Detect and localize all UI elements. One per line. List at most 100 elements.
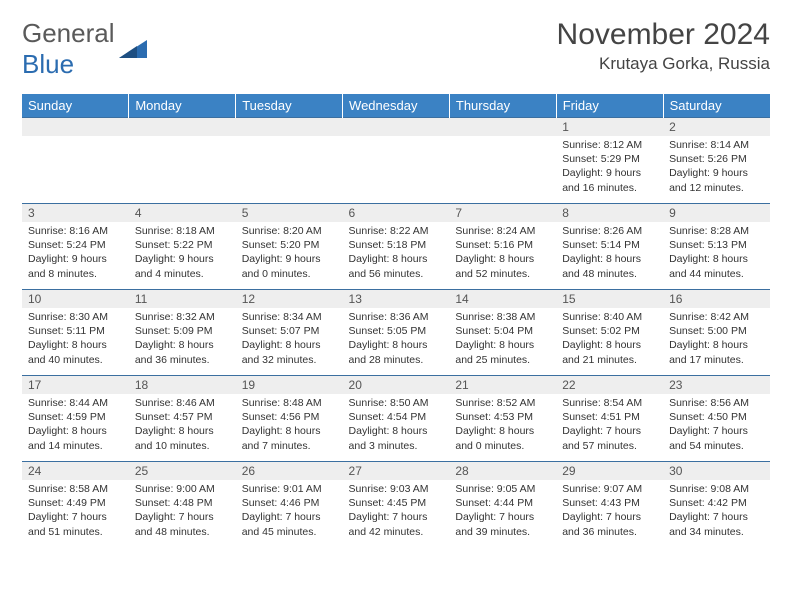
- day-number: [129, 118, 236, 136]
- sunrise-line: Sunrise: 8:56 AM: [669, 396, 764, 410]
- calendar-cell: 17Sunrise: 8:44 AMSunset: 4:59 PMDayligh…: [22, 376, 129, 462]
- day-body: Sunrise: 8:24 AMSunset: 5:16 PMDaylight:…: [449, 222, 556, 285]
- title-block: November 2024 Krutaya Gorka, Russia: [557, 18, 770, 74]
- sunset-line: Sunset: 5:00 PM: [669, 324, 764, 338]
- day-number: 9: [663, 204, 770, 222]
- calendar-cell: 24Sunrise: 8:58 AMSunset: 4:49 PMDayligh…: [22, 462, 129, 548]
- daylight-line: Daylight: 8 hours and 7 minutes.: [242, 424, 337, 452]
- weekday-header: Tuesday: [236, 94, 343, 118]
- day-number: 20: [343, 376, 450, 394]
- calendar-cell: 26Sunrise: 9:01 AMSunset: 4:46 PMDayligh…: [236, 462, 343, 548]
- sunrise-line: Sunrise: 8:26 AM: [562, 224, 657, 238]
- sunrise-line: Sunrise: 9:05 AM: [455, 482, 550, 496]
- calendar-cell: 28Sunrise: 9:05 AMSunset: 4:44 PMDayligh…: [449, 462, 556, 548]
- day-number: 7: [449, 204, 556, 222]
- daylight-line: Daylight: 8 hours and 48 minutes.: [562, 252, 657, 280]
- day-number: 13: [343, 290, 450, 308]
- sunrise-line: Sunrise: 9:08 AM: [669, 482, 764, 496]
- day-body: Sunrise: 8:48 AMSunset: 4:56 PMDaylight:…: [236, 394, 343, 457]
- calendar-cell: 4Sunrise: 8:18 AMSunset: 5:22 PMDaylight…: [129, 204, 236, 290]
- daylight-line: Daylight: 7 hours and 45 minutes.: [242, 510, 337, 538]
- daylight-line: Daylight: 7 hours and 54 minutes.: [669, 424, 764, 452]
- calendar-cell: 29Sunrise: 9:07 AMSunset: 4:43 PMDayligh…: [556, 462, 663, 548]
- sunset-line: Sunset: 5:22 PM: [135, 238, 230, 252]
- calendar-table: SundayMondayTuesdayWednesdayThursdayFrid…: [22, 94, 770, 548]
- day-number: 18: [129, 376, 236, 394]
- daylight-line: Daylight: 9 hours and 4 minutes.: [135, 252, 230, 280]
- day-number: [236, 118, 343, 136]
- sunrise-line: Sunrise: 8:22 AM: [349, 224, 444, 238]
- day-body: Sunrise: 8:36 AMSunset: 5:05 PMDaylight:…: [343, 308, 450, 371]
- calendar-cell: 12Sunrise: 8:34 AMSunset: 5:07 PMDayligh…: [236, 290, 343, 376]
- day-number: 25: [129, 462, 236, 480]
- calendar-cell: 16Sunrise: 8:42 AMSunset: 5:00 PMDayligh…: [663, 290, 770, 376]
- header: General Blue November 2024 Krutaya Gorka…: [22, 18, 770, 80]
- sunrise-line: Sunrise: 8:46 AM: [135, 396, 230, 410]
- weekday-header: Monday: [129, 94, 236, 118]
- daylight-line: Daylight: 8 hours and 3 minutes.: [349, 424, 444, 452]
- sunrise-line: Sunrise: 8:32 AM: [135, 310, 230, 324]
- sunrise-line: Sunrise: 8:24 AM: [455, 224, 550, 238]
- day-body: Sunrise: 8:28 AMSunset: 5:13 PMDaylight:…: [663, 222, 770, 285]
- day-number: [343, 118, 450, 136]
- day-body: Sunrise: 8:30 AMSunset: 5:11 PMDaylight:…: [22, 308, 129, 371]
- day-body: Sunrise: 9:03 AMSunset: 4:45 PMDaylight:…: [343, 480, 450, 543]
- weekday-header: Saturday: [663, 94, 770, 118]
- day-body: Sunrise: 8:14 AMSunset: 5:26 PMDaylight:…: [663, 136, 770, 199]
- calendar-cell: [129, 118, 236, 204]
- sunrise-line: Sunrise: 8:58 AM: [28, 482, 123, 496]
- daylight-line: Daylight: 8 hours and 21 minutes.: [562, 338, 657, 366]
- calendar-cell: 9Sunrise: 8:28 AMSunset: 5:13 PMDaylight…: [663, 204, 770, 290]
- sunset-line: Sunset: 5:20 PM: [242, 238, 337, 252]
- daylight-line: Daylight: 7 hours and 51 minutes.: [28, 510, 123, 538]
- month-title: November 2024: [557, 18, 770, 52]
- day-body: Sunrise: 8:38 AMSunset: 5:04 PMDaylight:…: [449, 308, 556, 371]
- day-body: Sunrise: 8:32 AMSunset: 5:09 PMDaylight:…: [129, 308, 236, 371]
- day-body: Sunrise: 8:26 AMSunset: 5:14 PMDaylight:…: [556, 222, 663, 285]
- logo-text-blue: Blue: [22, 49, 74, 79]
- sunset-line: Sunset: 4:48 PM: [135, 496, 230, 510]
- day-body: Sunrise: 8:18 AMSunset: 5:22 PMDaylight:…: [129, 222, 236, 285]
- day-number: 10: [22, 290, 129, 308]
- daylight-line: Daylight: 7 hours and 34 minutes.: [669, 510, 764, 538]
- daylight-line: Daylight: 8 hours and 0 minutes.: [455, 424, 550, 452]
- day-number: 23: [663, 376, 770, 394]
- daylight-line: Daylight: 7 hours and 42 minutes.: [349, 510, 444, 538]
- calendar-cell: 15Sunrise: 8:40 AMSunset: 5:02 PMDayligh…: [556, 290, 663, 376]
- calendar-cell: 14Sunrise: 8:38 AMSunset: 5:04 PMDayligh…: [449, 290, 556, 376]
- sunset-line: Sunset: 4:53 PM: [455, 410, 550, 424]
- day-number: [22, 118, 129, 136]
- sunset-line: Sunset: 5:04 PM: [455, 324, 550, 338]
- sunset-line: Sunset: 4:59 PM: [28, 410, 123, 424]
- day-number: 28: [449, 462, 556, 480]
- sunrise-line: Sunrise: 8:48 AM: [242, 396, 337, 410]
- daylight-line: Daylight: 8 hours and 10 minutes.: [135, 424, 230, 452]
- day-number: 21: [449, 376, 556, 394]
- daylight-line: Daylight: 8 hours and 56 minutes.: [349, 252, 444, 280]
- day-body: Sunrise: 8:20 AMSunset: 5:20 PMDaylight:…: [236, 222, 343, 285]
- daylight-line: Daylight: 9 hours and 8 minutes.: [28, 252, 123, 280]
- sunset-line: Sunset: 4:50 PM: [669, 410, 764, 424]
- sunset-line: Sunset: 4:42 PM: [669, 496, 764, 510]
- weekday-header: Thursday: [449, 94, 556, 118]
- location: Krutaya Gorka, Russia: [557, 54, 770, 74]
- day-number: 8: [556, 204, 663, 222]
- sunset-line: Sunset: 5:18 PM: [349, 238, 444, 252]
- daylight-line: Daylight: 7 hours and 48 minutes.: [135, 510, 230, 538]
- sunset-line: Sunset: 4:45 PM: [349, 496, 444, 510]
- daylight-line: Daylight: 8 hours and 40 minutes.: [28, 338, 123, 366]
- sunset-line: Sunset: 5:29 PM: [562, 152, 657, 166]
- calendar-cell: 6Sunrise: 8:22 AMSunset: 5:18 PMDaylight…: [343, 204, 450, 290]
- day-body: Sunrise: 8:34 AMSunset: 5:07 PMDaylight:…: [236, 308, 343, 371]
- sunrise-line: Sunrise: 8:34 AM: [242, 310, 337, 324]
- calendar-cell: 22Sunrise: 8:54 AMSunset: 4:51 PMDayligh…: [556, 376, 663, 462]
- day-number: 5: [236, 204, 343, 222]
- day-body: [236, 136, 343, 142]
- sunset-line: Sunset: 5:11 PM: [28, 324, 123, 338]
- sunrise-line: Sunrise: 9:03 AM: [349, 482, 444, 496]
- day-number: 1: [556, 118, 663, 136]
- day-body: Sunrise: 8:58 AMSunset: 4:49 PMDaylight:…: [22, 480, 129, 543]
- day-body: Sunrise: 8:46 AMSunset: 4:57 PMDaylight:…: [129, 394, 236, 457]
- day-number: 12: [236, 290, 343, 308]
- day-number: 2: [663, 118, 770, 136]
